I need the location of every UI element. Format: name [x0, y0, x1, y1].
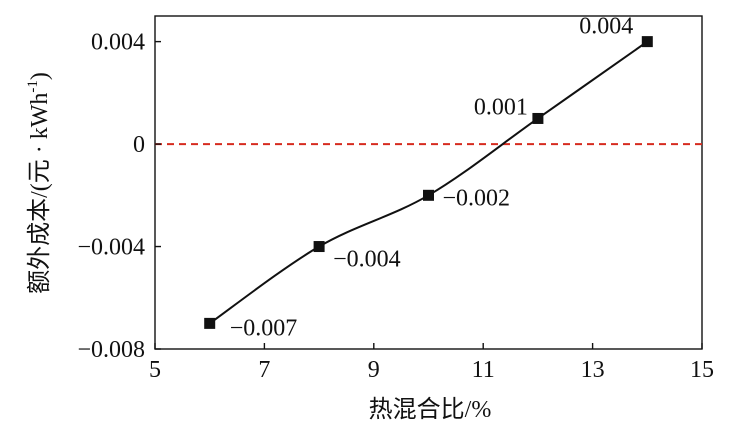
x-axis-label: 热混合比/%: [369, 396, 492, 423]
y-tick-label: −0.008: [77, 337, 145, 363]
y-axis-label-superscript: -1: [25, 80, 41, 93]
data-point-marker: [204, 317, 216, 329]
x-axis-ticks: 5 7 9 11 13 15: [149, 343, 714, 383]
data-point-marker: [641, 36, 653, 48]
x-tick-label: 11: [472, 357, 495, 383]
plot-area: [154, 15, 703, 350]
x-tick-label: 13: [581, 357, 605, 383]
data-point-marker: [423, 189, 434, 201]
plot-border: [154, 15, 703, 350]
data-label: 0.001: [474, 94, 528, 120]
x-tick-label: 7: [258, 357, 270, 383]
data-label: −0.002: [443, 185, 511, 211]
data-point-marker: [313, 241, 325, 253]
y-tick-label: 0.004: [91, 30, 145, 56]
y-tick-label: −0.004: [77, 235, 145, 261]
data-label: −0.007: [230, 315, 298, 341]
data-label: −0.004: [333, 247, 401, 273]
data-label: 0.004: [579, 14, 633, 40]
y-tick-label: 0: [133, 132, 145, 158]
x-tick-label: 9: [368, 357, 380, 383]
x-tick-label: 5: [149, 357, 161, 383]
y-axis-label: 额外成本/(元 · kWh-1): [25, 72, 53, 294]
y-axis-label-end: ): [27, 72, 53, 80]
x-tick-label: 15: [690, 357, 714, 383]
series-group: −0.007 −0.004 −0.002 0.001 0.004: [204, 14, 653, 341]
y-axis-ticks: 0.004 0 −0.004 −0.008: [77, 30, 161, 363]
y-axis-label-main: 额外成本/(元 · kWh: [26, 93, 53, 294]
data-point-marker: [532, 112, 544, 124]
